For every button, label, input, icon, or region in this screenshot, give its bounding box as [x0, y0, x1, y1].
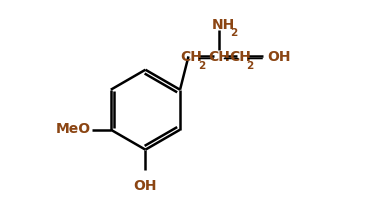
Text: —: —	[222, 48, 239, 66]
Text: MeO: MeO	[56, 121, 91, 135]
Text: 2: 2	[230, 28, 238, 38]
Text: 2: 2	[246, 60, 253, 70]
Text: —: —	[246, 48, 262, 66]
Text: 2: 2	[198, 60, 205, 70]
Text: CH: CH	[181, 50, 202, 64]
Text: NH: NH	[212, 18, 235, 31]
Text: OH: OH	[134, 178, 157, 192]
Text: OH: OH	[268, 50, 291, 64]
Text: CH: CH	[229, 50, 251, 64]
Text: —: —	[197, 48, 214, 66]
Text: CH: CH	[208, 50, 230, 64]
